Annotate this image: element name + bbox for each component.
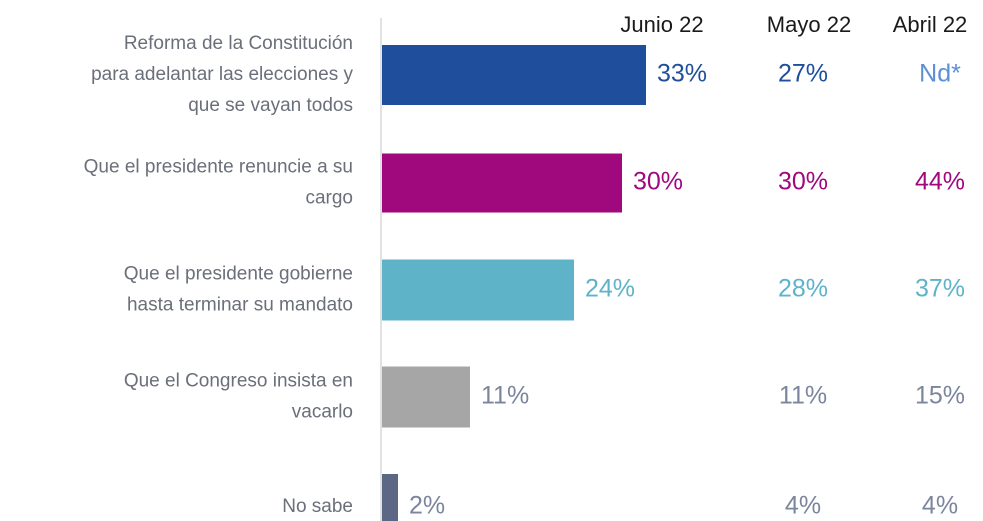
category-line: vacarlo	[292, 402, 353, 423]
column-header: Abril 22	[893, 12, 968, 37]
column-header: Junio 22	[620, 12, 703, 37]
value-label: 4%	[785, 492, 821, 520]
value-label: 30%	[778, 168, 828, 196]
value-label: 33%	[657, 60, 707, 88]
value-label: 11%	[481, 382, 529, 410]
category-label: Que el presidente gobierne hasta terminar…	[124, 264, 353, 316]
bar	[382, 153, 622, 213]
value-label: 24%	[585, 275, 635, 303]
value-label: Nd*	[919, 60, 961, 88]
category-line: No sabe	[282, 496, 353, 517]
value-label: 27%	[778, 60, 828, 88]
value-label: 11%	[779, 382, 827, 410]
bar	[382, 259, 574, 321]
category-line: para adelantar las elecciones y	[91, 64, 353, 85]
category-line: que se vayan todos	[188, 95, 353, 116]
bar	[382, 366, 470, 428]
value-label: 30%	[633, 168, 683, 196]
category-label: No sabe	[282, 496, 353, 517]
category-line: cargo	[305, 188, 353, 209]
category-label: Que el Congreso insista en vacarlo	[124, 371, 353, 423]
bar	[382, 45, 646, 105]
value-label: 28%	[778, 275, 828, 303]
category-line: hasta terminar su mandato	[127, 295, 353, 316]
category-label: Que el presidente renuncie a su cargo	[84, 157, 353, 209]
category-label: Reforma de la Constitución para adelantar…	[91, 33, 353, 116]
value-label: 37%	[915, 275, 965, 303]
value-label: 2%	[409, 492, 445, 520]
value-label: 4%	[922, 492, 958, 520]
category-line: Que el presidente renuncie a su	[84, 157, 353, 178]
category-line: Que el presidente gobierne	[124, 264, 353, 285]
bar	[382, 474, 398, 521]
column-header: Mayo 22	[767, 12, 851, 37]
value-label: 15%	[915, 382, 965, 410]
category-line: Reforma de la Constitución	[124, 33, 353, 54]
value-label: 44%	[915, 168, 965, 196]
category-line: Que el Congreso insista en	[124, 371, 353, 392]
